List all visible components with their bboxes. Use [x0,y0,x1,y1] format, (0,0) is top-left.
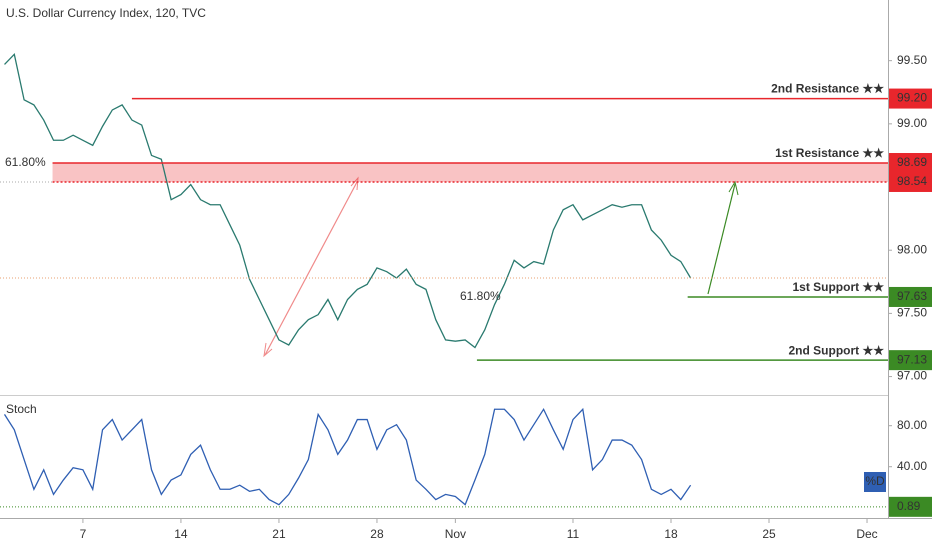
level-value: 97.63 [897,289,927,303]
x-tick-label: 25 [762,527,776,541]
projection-arrow [264,181,358,356]
level-value: 97.13 [897,352,927,366]
fib-label: 61.80% [5,155,46,169]
legend-label: %D [865,474,885,488]
y-tick-label: 97.00 [897,369,927,383]
y-tick-label: 98.00 [897,242,927,256]
resistance-zone [52,163,889,182]
x-tick-label: 7 [80,527,87,541]
y-tick-label: 40.00 [897,459,927,473]
level-badge [889,153,932,174]
level-badge [889,88,932,109]
level-label: 1st Resistance ★★ [775,146,884,160]
chart-title: U.S. Dollar Currency Index, 120, TVC [6,6,206,20]
level-badge [889,171,932,192]
y-tick-label: 80.00 [897,418,927,432]
x-tick-label: Dec [856,527,877,541]
arrow-head [728,180,739,196]
x-tick-label: 11 [567,527,580,541]
arrow-head [263,176,359,358]
price-line [3,407,692,506]
y-tick-label: 99.00 [897,116,927,130]
y-tick-label: 97.50 [897,306,927,320]
level-label: 2nd Resistance ★★ [771,82,884,96]
x-tick-label: 28 [370,527,384,541]
level-badge [889,286,932,307]
stoch-badge [889,496,932,517]
projection-arrow [707,183,736,295]
x-tick-label: Nov [445,527,466,541]
level-value: 99.20 [897,91,927,105]
y-tick-label: 99.50 [897,53,927,67]
level-badge [889,350,932,371]
x-tick-label: 18 [664,527,678,541]
level-label: 1st Support ★★ [792,280,884,294]
stoch-level-value: 0.89 [897,499,921,513]
legend-box [864,472,886,492]
level-label: 2nd Support ★★ [788,343,884,357]
level-value: 98.69 [897,155,927,169]
fib-label: 61.80% [460,289,501,303]
price-line [4,53,692,349]
indicator-title: Stoch [6,402,37,416]
x-tick-label: 21 [272,527,286,541]
x-tick-label: 14 [174,527,188,541]
level-value: 98.54 [897,174,927,188]
